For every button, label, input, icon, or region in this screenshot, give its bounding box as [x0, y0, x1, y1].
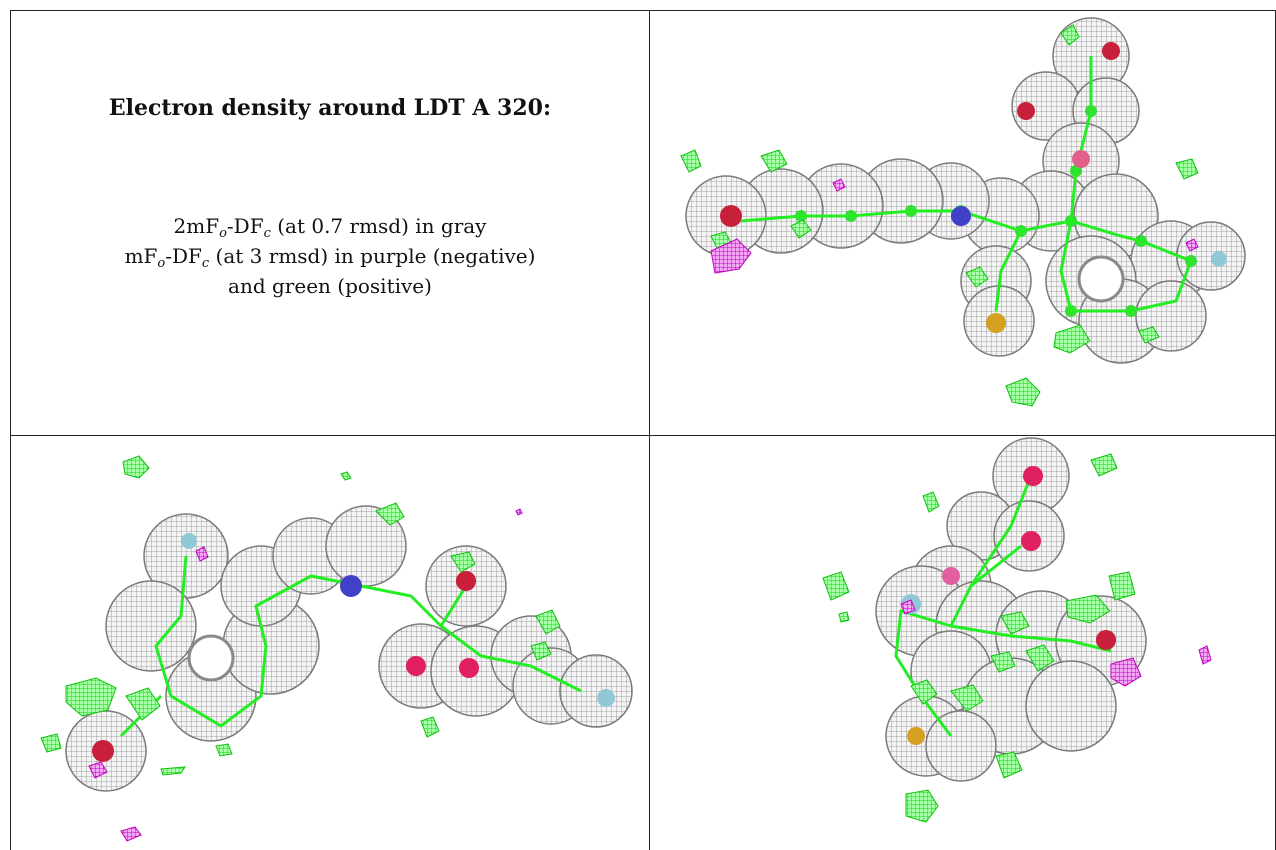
- density-view-bottom-right: [651, 436, 1275, 850]
- column-divider: [649, 10, 650, 850]
- figure-caption: Electron density around LDT A 320: 2mFo-…: [11, 11, 649, 435]
- row-divider: [10, 435, 1276, 436]
- legend-text: (at 3 rmsd) in purple (negative): [209, 244, 536, 268]
- legend-sub: c: [263, 226, 271, 241]
- legend-line-mfo: mFo-DFc (at 3 rmsd) in purple (negative): [11, 241, 649, 271]
- legend-text: -DF: [165, 244, 202, 268]
- legend-sub: c: [201, 256, 210, 271]
- caption-legend: 2mFo-DFc (at 0.7 rmsd) in gray mFo-DFc (…: [11, 211, 649, 301]
- density-view-bottom-left: [11, 436, 649, 850]
- legend-text: mF: [124, 244, 158, 268]
- legend-text: 2mF: [173, 214, 220, 238]
- caption-title: Electron density around LDT A 320:: [108, 95, 552, 121]
- legend-sub: o: [219, 226, 227, 241]
- legend-text: (at 0.7 rmsd) in gray: [270, 214, 487, 238]
- legend-line-2mfo: 2mFo-DFc (at 0.7 rmsd) in gray: [11, 211, 649, 241]
- density-view-top-right: [651, 11, 1275, 434]
- legend-text: -DF: [226, 214, 264, 238]
- legend-sub: o: [157, 256, 166, 271]
- legend-line-green: and green (positive): [228, 274, 432, 298]
